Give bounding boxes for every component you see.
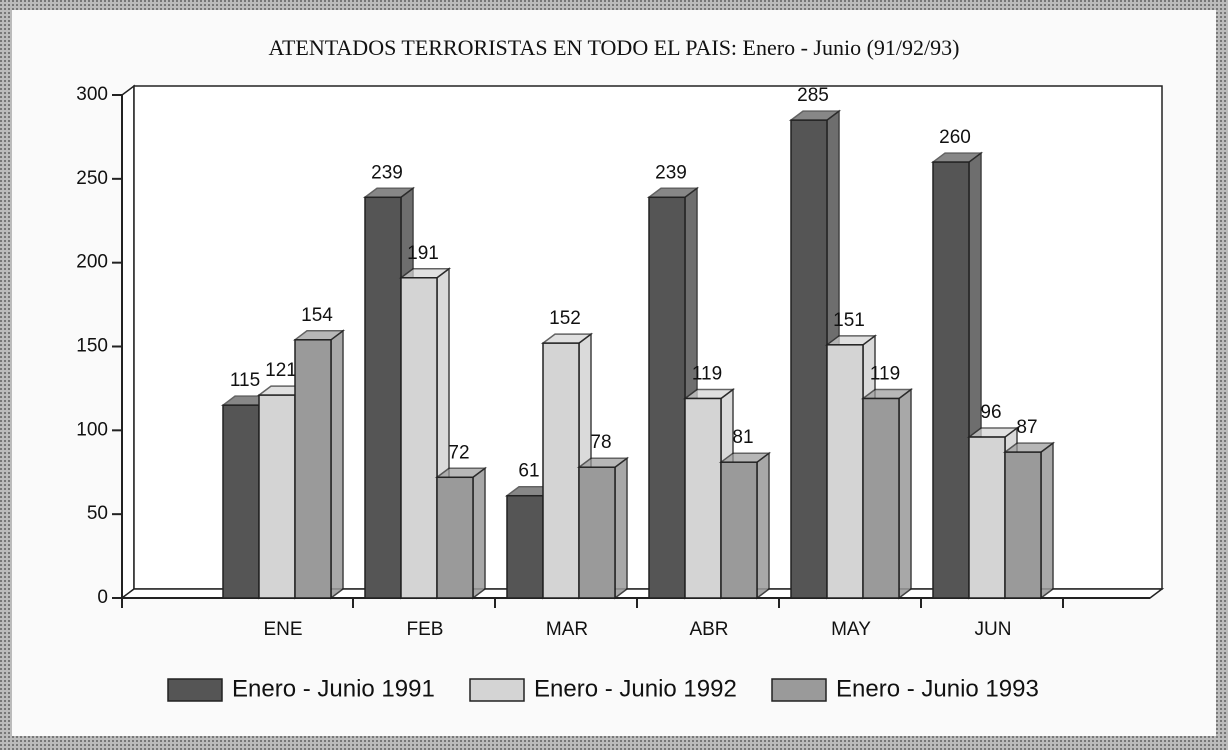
bar [1004,451,1042,599]
back-wall [121,84,135,600]
data-label: 61 [518,461,539,482]
data-label: 119 [870,363,900,384]
bar-side [614,456,628,600]
legend-swatch [167,678,223,702]
bar-side [472,466,486,600]
bar [790,119,828,599]
x-tick-label: ABR [689,619,728,640]
data-label: 285 [797,85,829,106]
data-label: 239 [371,162,403,183]
legend-swatch [771,678,827,702]
x-tick-label: MAR [546,619,588,640]
y-tick-label: 100 [76,419,108,440]
data-label: 152 [549,308,581,329]
bar [684,397,722,599]
data-label: 87 [1016,417,1037,438]
bar [720,461,758,599]
bar-side [756,451,770,600]
data-label: 81 [732,427,753,448]
bar [648,196,686,599]
bar [578,466,616,599]
data-label: 154 [301,305,333,326]
data-label: 115 [230,370,260,391]
y-tick-label: 50 [87,503,108,524]
bar [826,344,864,599]
bar [400,277,438,599]
bar [258,394,296,599]
x-tick-label: JUN [975,619,1012,640]
x-tick-label: ENE [263,619,302,640]
bar [932,161,970,599]
data-label: 260 [939,127,971,148]
bar [222,404,260,599]
data-label: 121 [265,360,297,381]
legend-text: Enero - Junio 1992 [534,675,737,702]
x-tick-label: MAY [831,619,871,640]
y-tick-label: 300 [76,84,108,105]
data-label: 96 [980,402,1001,423]
data-label: 239 [655,162,687,183]
legend-text: Enero - Junio 1991 [232,675,435,702]
data-label: 119 [692,363,722,384]
bar-side [1040,441,1054,600]
bar [968,436,1006,599]
bar [542,342,580,599]
bar [862,397,900,599]
data-label: 151 [833,310,865,331]
bar [436,476,474,599]
y-tick-label: 200 [76,252,108,273]
data-label: 72 [448,442,469,463]
x-tick-label: FEB [407,619,444,640]
bar [294,339,332,599]
data-label: 191 [407,243,439,264]
y-tick-label: 250 [76,168,108,189]
data-label: 78 [590,432,611,453]
legend-swatch [469,678,525,702]
bar-side [898,387,912,600]
chart-title: ATENTADOS TERRORISTAS EN TODO EL PAIS: E… [269,35,960,60]
legend-text: Enero - Junio 1993 [836,675,1039,702]
bar [364,196,402,599]
y-tick-label: 150 [76,336,108,357]
bar-side [330,329,344,600]
y-tick-label: 0 [97,587,108,608]
bar [506,494,544,599]
